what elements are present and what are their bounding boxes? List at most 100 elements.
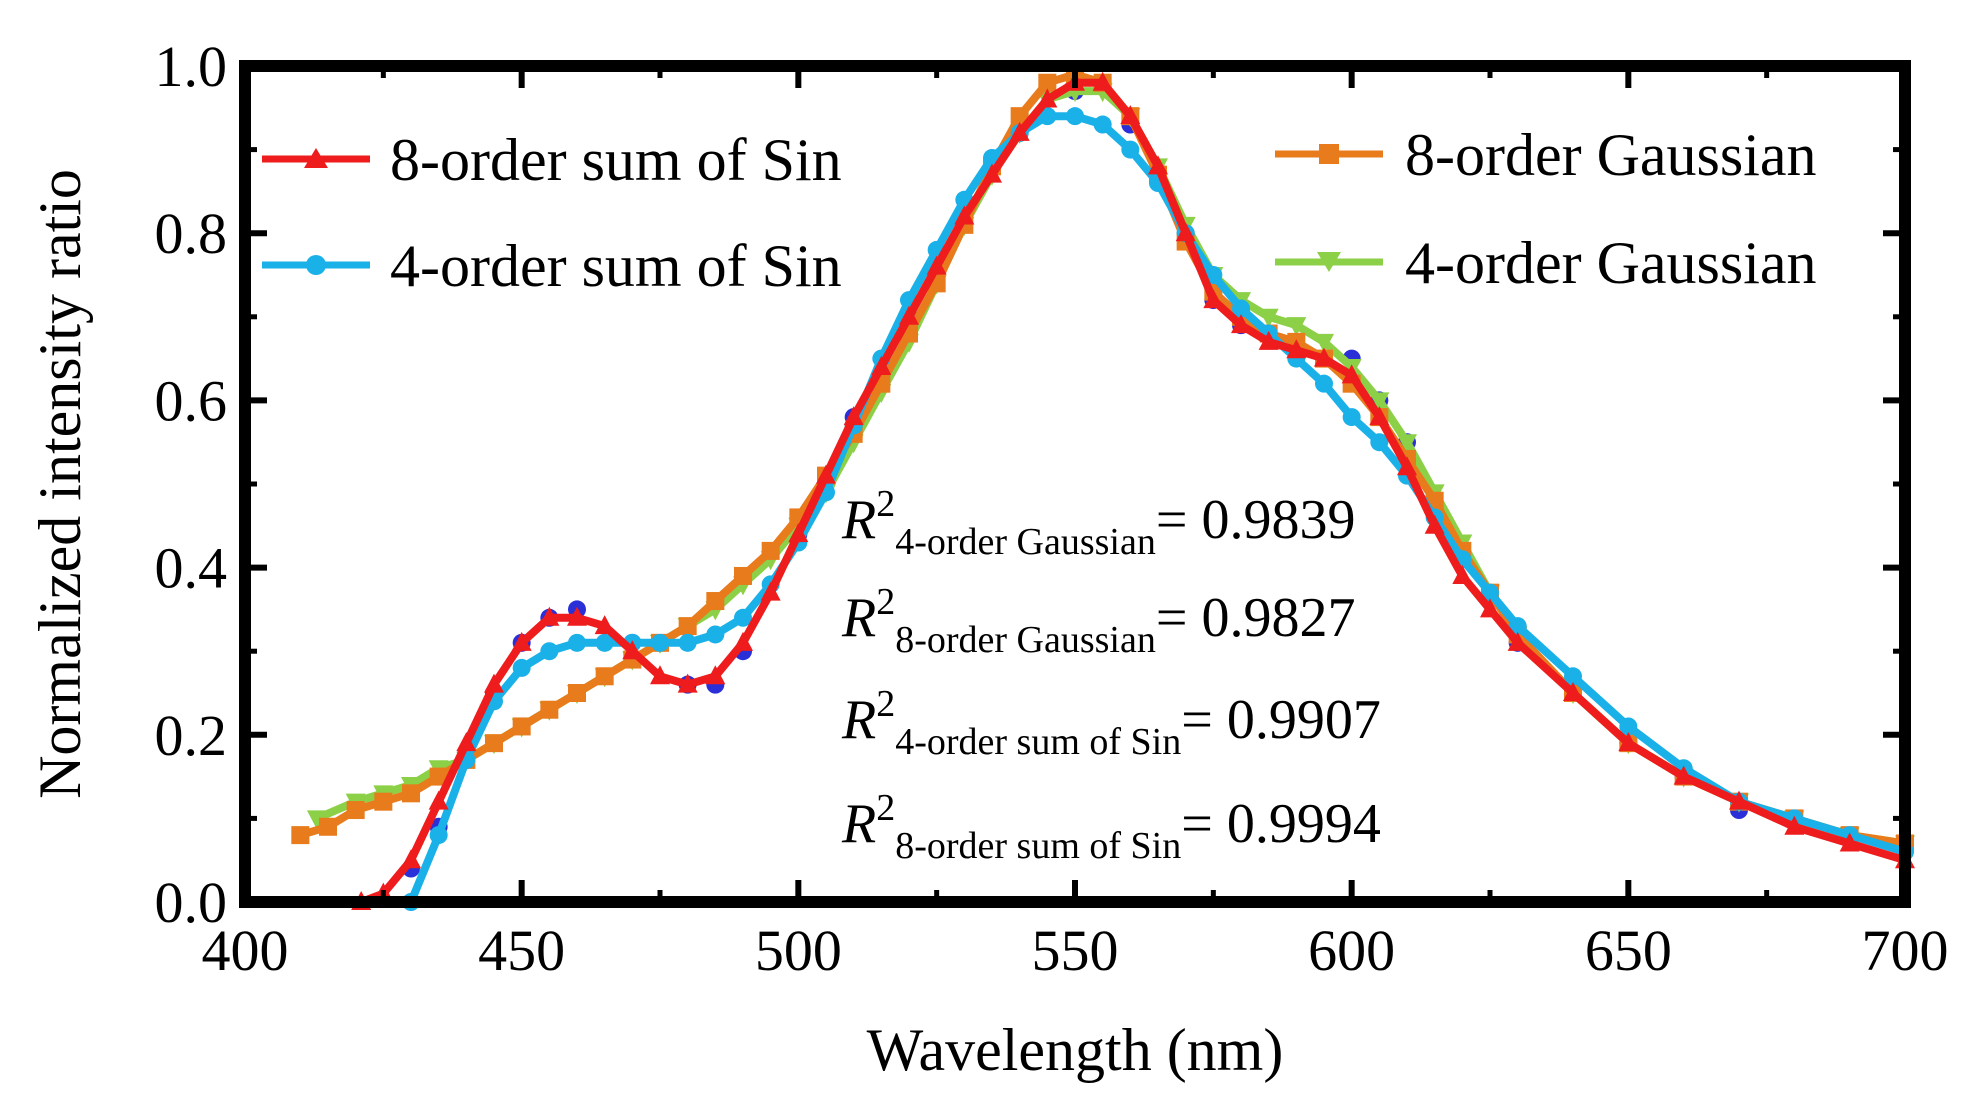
x-tick-label-400: 400 xyxy=(202,918,289,983)
data-point-4-order-gaussian-605 xyxy=(1369,392,1390,412)
data-point-8-order-sum-of-sin-620 xyxy=(1452,564,1473,584)
legend-marker-8-order-gaussian xyxy=(1319,144,1339,164)
data-point-8-order-sum-of-sin-650 xyxy=(1618,732,1639,752)
r2-symbol: R xyxy=(841,587,876,649)
data-point-4-order-sum-of-sin-550 xyxy=(1066,107,1084,126)
data-point-8-order-gaussian-540 xyxy=(1010,107,1029,126)
data-point-8-order-sum-of-sin-590 xyxy=(1286,339,1307,359)
data-point-8-order-gaussian-445 xyxy=(485,734,503,753)
data-point-4-order-sum-of-sin-555 xyxy=(1093,115,1112,134)
data-point-8-order-gaussian-480 xyxy=(678,617,697,636)
legend-label-8-order-sum-of-sin: 8-order sum of Sin xyxy=(390,127,842,193)
data-point-8-order-sum-of-sin-540 xyxy=(1009,121,1030,141)
data-point-4-order-sum-of-sin-460 xyxy=(568,633,586,652)
data-point-8-order-sum-of-sin-565 xyxy=(1148,155,1168,175)
legend-label-8-order-gaussian: 8-order Gaussian xyxy=(1405,122,1817,188)
data-point-4-order-sum-of-sin-640 xyxy=(1564,667,1582,686)
data-point-8-order-gaussian-455 xyxy=(540,700,559,719)
x-tick-label-650: 650 xyxy=(1585,918,1672,983)
data-point-8-order-sum-of-sin-625 xyxy=(1480,598,1500,618)
data-point-8-order-gaussian-450 xyxy=(512,717,531,736)
data-point-8-order-gaussian-485 xyxy=(706,592,725,611)
data-point-8-order-sum-of-sin-690 xyxy=(1839,832,1860,852)
r2-symbol: R xyxy=(841,793,876,855)
data-point-8-order-sum-of-sin-430 xyxy=(401,849,421,869)
y-tick-label-0-0: 0.0 xyxy=(155,870,228,935)
r2-annotation-8-order-sum-of-sin: R28-order sum of Sin= 0.9994 xyxy=(841,787,1381,867)
data-point-8-order-sum-of-sin-440 xyxy=(456,732,477,752)
data-point-8-order-sum-of-sin-480 xyxy=(677,673,698,693)
data-point-8-order-sum-of-sin-660 xyxy=(1673,765,1694,785)
y-tick-label-0-8: 0.8 xyxy=(155,201,228,266)
data-point-8-order-sum-of-sin-515 xyxy=(871,355,892,375)
data-point-4-order-gaussian-413 xyxy=(306,810,327,830)
data-point-8-order-sum-of-sin-680 xyxy=(1784,815,1805,835)
data-point-8-order-gaussian-435 xyxy=(429,767,448,786)
data-point-8-order-sum-of-sin-470 xyxy=(622,640,643,660)
data-point-8-order-sum-of-sin-560 xyxy=(1120,105,1141,125)
data-point-4-order-sum-of-sin-595 xyxy=(1315,374,1333,393)
y-tick-label-1-0: 1.0 xyxy=(155,34,228,99)
legend-marker-8-order-sum-of-sin xyxy=(304,148,328,168)
data-point-8-order-sum-of-sin-465 xyxy=(594,615,615,635)
legend-entry-4-order-sum-of-sin: 4-order sum of Sin xyxy=(262,233,842,299)
r2-symbol: R xyxy=(841,489,876,551)
r2-annotation-4-order-gaussian: R24-order Gaussian= 0.9839 xyxy=(841,483,1355,563)
data-point-4-order-gaussian-590 xyxy=(1286,317,1307,337)
r2-annotations: R24-order Gaussian= 0.9839 R28-order Gau… xyxy=(841,483,1381,867)
r2-subscript: 4-order sum of Sin xyxy=(895,721,1181,763)
data-point-8-order-sum-of-sin-530 xyxy=(954,205,975,225)
series-layer xyxy=(291,65,1915,911)
data-point-8-order-sum-of-sin-490 xyxy=(733,631,753,651)
data-point-8-order-sum-of-sin-630 xyxy=(1507,631,1528,651)
data-point-4-order-sum-of-sin-480 xyxy=(678,633,697,652)
legend-marker-4-order-gaussian xyxy=(1317,252,1341,272)
data-point-8-order-sum-of-sin-600 xyxy=(1341,364,1362,384)
r2-value: = 0.9994 xyxy=(1181,793,1381,855)
x-tick-label-500: 500 xyxy=(755,918,842,983)
legend-entry-4-order-gaussian: 4-order Gaussian xyxy=(1275,230,1817,296)
legend: 8-order sum of Sin 4-order sum of Sin 8-… xyxy=(262,122,1817,299)
data-point-8-order-gaussian-415 xyxy=(319,817,337,836)
data-point-8-order-sum-of-sin-555 xyxy=(1092,71,1113,91)
x-tick-label-700: 700 xyxy=(1862,918,1949,983)
r2-subscript: 8-order Gaussian xyxy=(895,619,1156,661)
data-point-8-order-sum-of-sin-585 xyxy=(1258,330,1279,350)
data-point-8-order-sum-of-sin-445 xyxy=(484,673,504,693)
legend-entry-8-order-gaussian: 8-order Gaussian xyxy=(1275,122,1817,188)
data-point-4-order-sum-of-sin-465 xyxy=(595,633,614,652)
data-point-4-order-sum-of-sin-600 xyxy=(1342,408,1361,427)
data-point-8-order-sum-of-sin-580 xyxy=(1231,314,1251,334)
r2-superscript: 2 xyxy=(876,683,895,725)
data-point-8-order-sum-of-sin-435 xyxy=(428,790,449,810)
x-tick-label-550: 550 xyxy=(1032,918,1119,983)
data-point-8-order-sum-of-sin-535 xyxy=(982,163,1002,183)
data-point-4-order-sum-of-sin-580 xyxy=(1232,299,1250,318)
data-point-4-order-sum-of-sin-490 xyxy=(734,608,752,627)
r2-superscript: 2 xyxy=(876,581,895,623)
data-point-4-order-gaussian-585 xyxy=(1258,308,1279,328)
x-tick-label-600: 600 xyxy=(1308,918,1395,983)
data-point-8-order-sum-of-sin-450 xyxy=(511,631,532,651)
data-point-8-order-sum-of-sin-575 xyxy=(1203,289,1224,309)
r2-annotation-8-order-gaussian: R28-order Gaussian= 0.9827 xyxy=(841,581,1355,661)
x-axis-title: Wavelength (nm) xyxy=(867,1017,1284,1083)
data-point-8-order-sum-of-sin-595 xyxy=(1314,347,1334,367)
y-axis-title: Normalized intensity ratio xyxy=(27,169,93,799)
data-point-4-order-gaussian-595 xyxy=(1314,333,1334,353)
r2-subscript: 4-order Gaussian xyxy=(895,521,1156,563)
data-point-4-order-sum-of-sin-625 xyxy=(1481,583,1499,602)
data-point-8-order-gaussian-490 xyxy=(734,566,752,585)
data-point-8-order-gaussian-545 xyxy=(1038,73,1057,92)
data-point-8-order-gaussian-465 xyxy=(595,667,614,686)
data-point-8-order-sum-of-sin-640 xyxy=(1563,682,1583,701)
data-point-8-order-sum-of-sin-615 xyxy=(1424,514,1445,534)
plot-frame xyxy=(239,60,1911,908)
data-point-4-order-sum-of-sin-560 xyxy=(1121,140,1140,159)
data-point-4-order-sum-of-sin-650 xyxy=(1619,717,1638,736)
r2-value: = 0.9839 xyxy=(1156,489,1356,551)
r2-subscript: 8-order sum of Sin xyxy=(895,825,1181,867)
data-point-4-order-sum-of-sin-455 xyxy=(540,642,559,661)
legend-entry-8-order-sum-of-sin: 8-order sum of Sin xyxy=(262,127,842,193)
